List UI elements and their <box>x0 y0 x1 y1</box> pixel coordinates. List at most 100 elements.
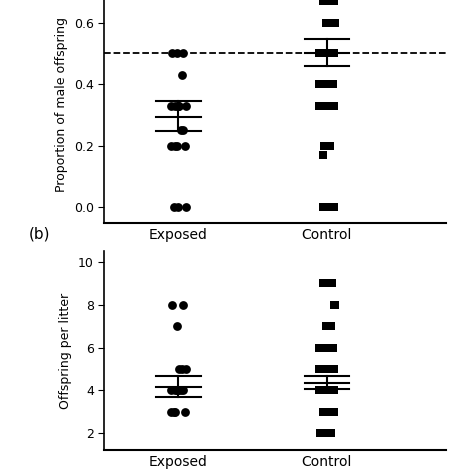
Point <box>325 322 332 330</box>
Point <box>326 429 334 437</box>
Point <box>331 19 338 27</box>
Point <box>315 387 322 394</box>
Point <box>317 429 325 437</box>
Point <box>326 408 334 416</box>
Point <box>325 19 332 27</box>
Point <box>323 81 331 88</box>
Point <box>173 387 180 394</box>
Point <box>319 408 327 416</box>
Text: (b): (b) <box>29 226 51 241</box>
Point <box>329 344 337 351</box>
Point <box>330 50 337 57</box>
Point <box>180 387 187 394</box>
Point <box>328 0 335 5</box>
Point <box>328 0 336 5</box>
Point <box>322 322 330 330</box>
Point <box>328 322 335 330</box>
Point <box>315 387 323 394</box>
Point <box>326 50 334 57</box>
Point <box>330 50 338 57</box>
Point <box>329 387 337 394</box>
Point <box>331 301 338 309</box>
Point <box>175 365 183 373</box>
Point <box>320 50 328 57</box>
Point <box>170 408 178 416</box>
Point <box>321 50 328 57</box>
Point <box>175 102 183 109</box>
Point <box>326 387 333 394</box>
Point <box>321 365 328 373</box>
Point <box>173 142 180 150</box>
Point <box>316 50 323 57</box>
Point <box>319 0 327 5</box>
Point <box>316 429 324 437</box>
Point <box>320 50 328 57</box>
Point <box>171 387 179 394</box>
Point <box>325 387 333 394</box>
Point <box>320 365 328 373</box>
Point <box>323 387 331 394</box>
Point <box>319 408 327 416</box>
Point <box>315 50 323 57</box>
Point <box>315 365 323 373</box>
Point <box>321 429 328 437</box>
Point <box>325 81 333 88</box>
Point <box>315 81 323 88</box>
Point <box>325 429 332 437</box>
Point <box>320 50 328 57</box>
Point <box>327 81 335 88</box>
Point <box>180 127 187 134</box>
Point <box>326 204 334 211</box>
Point <box>319 365 327 373</box>
Point <box>182 102 190 109</box>
Point <box>325 50 333 57</box>
Point <box>168 301 175 309</box>
Point <box>178 71 186 79</box>
Point <box>179 50 187 57</box>
Point <box>182 142 189 150</box>
Point <box>315 102 322 109</box>
Point <box>171 408 179 416</box>
Point <box>328 19 335 27</box>
Point <box>319 102 327 109</box>
Point <box>182 204 189 211</box>
Point <box>175 387 182 394</box>
Point <box>323 387 330 394</box>
Point <box>324 429 331 437</box>
Point <box>168 408 175 416</box>
Point <box>327 344 334 351</box>
Point <box>330 408 337 416</box>
Point <box>319 50 326 57</box>
Point <box>322 408 330 416</box>
Point <box>330 204 337 211</box>
Point <box>174 204 182 211</box>
Point <box>182 365 190 373</box>
Point <box>327 408 334 416</box>
Point <box>327 142 334 150</box>
Point <box>175 387 182 394</box>
Point <box>328 429 335 437</box>
Point <box>322 19 330 27</box>
Point <box>316 50 324 57</box>
Point <box>179 301 187 309</box>
Point <box>319 280 327 287</box>
Point <box>171 102 179 109</box>
Point <box>327 50 334 57</box>
Point <box>329 50 337 57</box>
Point <box>330 387 338 394</box>
Point <box>170 204 178 211</box>
Point <box>330 365 338 373</box>
Point <box>319 429 327 437</box>
Point <box>328 280 336 287</box>
Point <box>321 50 328 57</box>
Point <box>323 102 330 109</box>
Point <box>325 344 333 351</box>
Y-axis label: Proportion of male offspring: Proportion of male offspring <box>55 17 68 192</box>
Point <box>320 365 328 373</box>
Point <box>315 387 323 394</box>
Point <box>168 142 175 150</box>
Point <box>329 81 337 88</box>
Point <box>330 102 338 109</box>
Point <box>319 408 327 416</box>
Point <box>316 344 323 351</box>
